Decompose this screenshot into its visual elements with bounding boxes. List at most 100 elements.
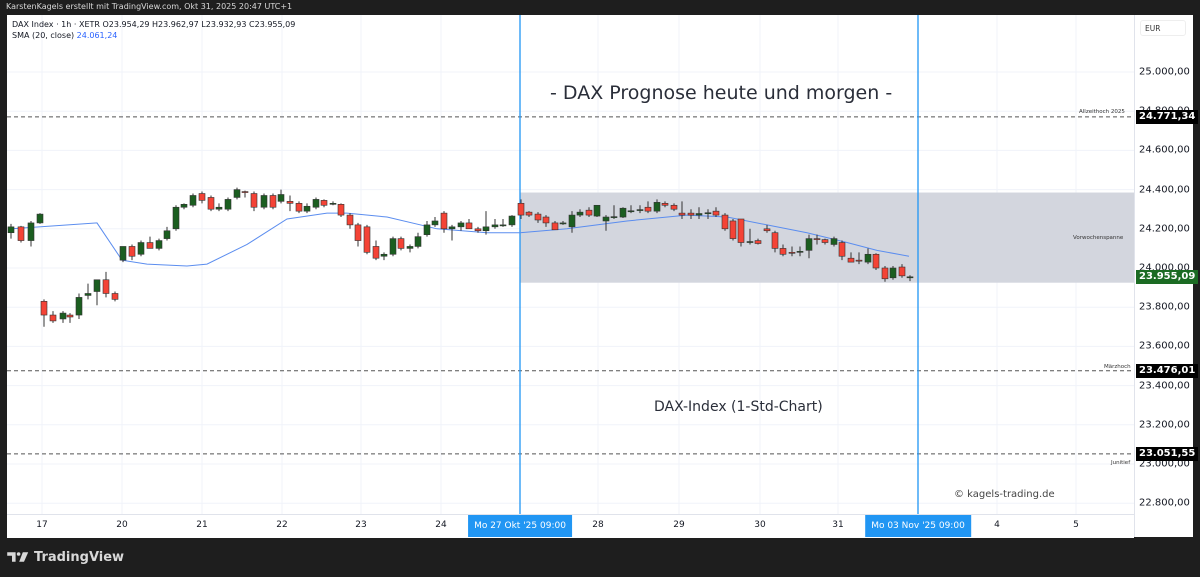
candle-up: [457, 222, 465, 228]
time-tick-label: 22: [276, 520, 288, 530]
level-note-allzeithoch: Allzeithoch 2025: [1079, 109, 1125, 115]
candle-down: [855, 259, 863, 262]
candle-up: [653, 202, 661, 212]
candle-up: [576, 211, 584, 216]
candle-up: [864, 253, 872, 263]
candle-up: [119, 246, 127, 261]
price-axis[interactable]: EUR 25.000,0024.800,0024.600,0024.400,00…: [1134, 15, 1199, 537]
candle-up: [224, 199, 232, 210]
chart-legend: DAX Index · 1h · XETR O23.954,29 H23.962…: [12, 19, 295, 41]
time-tick-label: 23: [355, 520, 367, 530]
candle-up: [593, 204, 601, 217]
time-axis[interactable]: 17 20 21 22 23 24 28 29 30 31 4 5 Mo 27 Okt '25 09:…: [7, 514, 1134, 538]
chart-plot-area[interactable]: DAX Index · 1h · XETR O23.954,29 H23.962…: [7, 15, 1134, 514]
candle-up: [277, 194, 285, 202]
candle-down: [337, 204, 345, 216]
candle-up: [389, 238, 397, 255]
candle-up: [260, 195, 268, 208]
attribution-bar: KarstenKagels erstellt mit TradingView.c…: [6, 0, 292, 14]
candle-up: [906, 276, 914, 279]
candle-up: [84, 293, 92, 296]
candle-up: [695, 213, 703, 216]
candle-down: [525, 211, 533, 216]
candle-up: [303, 205, 311, 212]
candle-up: [448, 226, 456, 230]
candle-down: [440, 212, 448, 230]
candle-down: [66, 314, 74, 318]
price-tick-label: 23.400,00: [1139, 380, 1190, 392]
candle-down: [763, 228, 771, 232]
tradingview-footer: TradingView: [7, 548, 124, 566]
candle-down: [847, 257, 855, 263]
candle-down: [881, 267, 889, 280]
candle-up: [602, 216, 610, 222]
candle-down: [788, 252, 796, 254]
candle-down: [551, 222, 559, 231]
candle-down: [872, 253, 880, 269]
candle-down: [354, 224, 362, 241]
candle-up: [137, 242, 145, 255]
candle-down: [517, 203, 525, 216]
candle-up: [155, 240, 163, 249]
currency-button[interactable]: EUR: [1140, 20, 1186, 36]
candle-up: [75, 297, 83, 316]
symbol-ohlc-line[interactable]: DAX Index · 1h · XETR O23.954,29 H23.962…: [12, 20, 296, 29]
candle-down: [542, 216, 550, 224]
candle-down: [678, 212, 686, 216]
attribution-text: KarstenKagels erstellt mit TradingView.c…: [6, 2, 293, 11]
candle-up: [406, 246, 414, 249]
sma-legend-line[interactable]: SMA (20, close) 24.061,24: [12, 30, 295, 41]
candle-down: [49, 314, 57, 322]
candle-down: [320, 200, 328, 206]
time-tick-label: 28: [592, 520, 604, 530]
candle-down: [111, 293, 119, 300]
candle-down: [898, 266, 906, 277]
time-tick-label: 24: [435, 520, 447, 530]
candle-down: [838, 242, 846, 257]
candle-down: [241, 191, 249, 193]
time-tick-label: 31: [832, 520, 844, 530]
candle-up: [636, 209, 644, 211]
candle-up: [619, 207, 627, 218]
candle-down: [813, 238, 821, 240]
candle-up: [423, 224, 431, 235]
candle-down: [721, 214, 729, 230]
candle-down: [779, 248, 787, 255]
candle-down: [644, 206, 652, 212]
candle-down: [585, 209, 593, 216]
price-tick-label: 23.000,00: [1139, 458, 1190, 470]
candle-up: [380, 253, 388, 257]
candle-down: [729, 220, 737, 239]
candle-up: [508, 215, 516, 226]
candle-up: [830, 238, 838, 245]
time-highlight-label: Mo 03 Nov '25 09:00: [865, 515, 971, 537]
price-tick-label: 24.400,00: [1139, 184, 1190, 196]
tradingview-brand: TradingView: [34, 549, 125, 565]
level-price-label: 24.771,34: [1136, 109, 1199, 124]
time-tick-label: 17: [36, 520, 48, 530]
copyright-text: © kagels-trading.de: [954, 489, 1055, 500]
candle-up: [233, 189, 241, 198]
candle-down: [17, 226, 25, 241]
candlestick-chart[interactable]: [7, 15, 1134, 514]
tradingview-logo-icon: [7, 552, 29, 562]
candle-up: [568, 214, 576, 228]
candle-down: [687, 212, 695, 216]
sma-value: 24.061,24: [76, 31, 118, 40]
candle-down: [474, 228, 482, 232]
time-tick-label: 4: [994, 520, 1000, 530]
time-tick-label: 29: [673, 520, 685, 530]
candle-up: [329, 203, 337, 205]
candle-up: [93, 279, 101, 292]
candle-down: [771, 232, 779, 249]
candle-up: [431, 220, 439, 226]
candle-up: [189, 195, 197, 206]
candle-down: [286, 201, 294, 204]
candle-down: [737, 218, 745, 243]
candle-up: [610, 216, 618, 218]
price-tick-label: 24.000,00: [1139, 262, 1190, 274]
price-tick-label: 23.800,00: [1139, 301, 1190, 313]
candle-down: [198, 193, 206, 201]
candle-down: [534, 213, 542, 221]
candle-down: [712, 210, 720, 216]
